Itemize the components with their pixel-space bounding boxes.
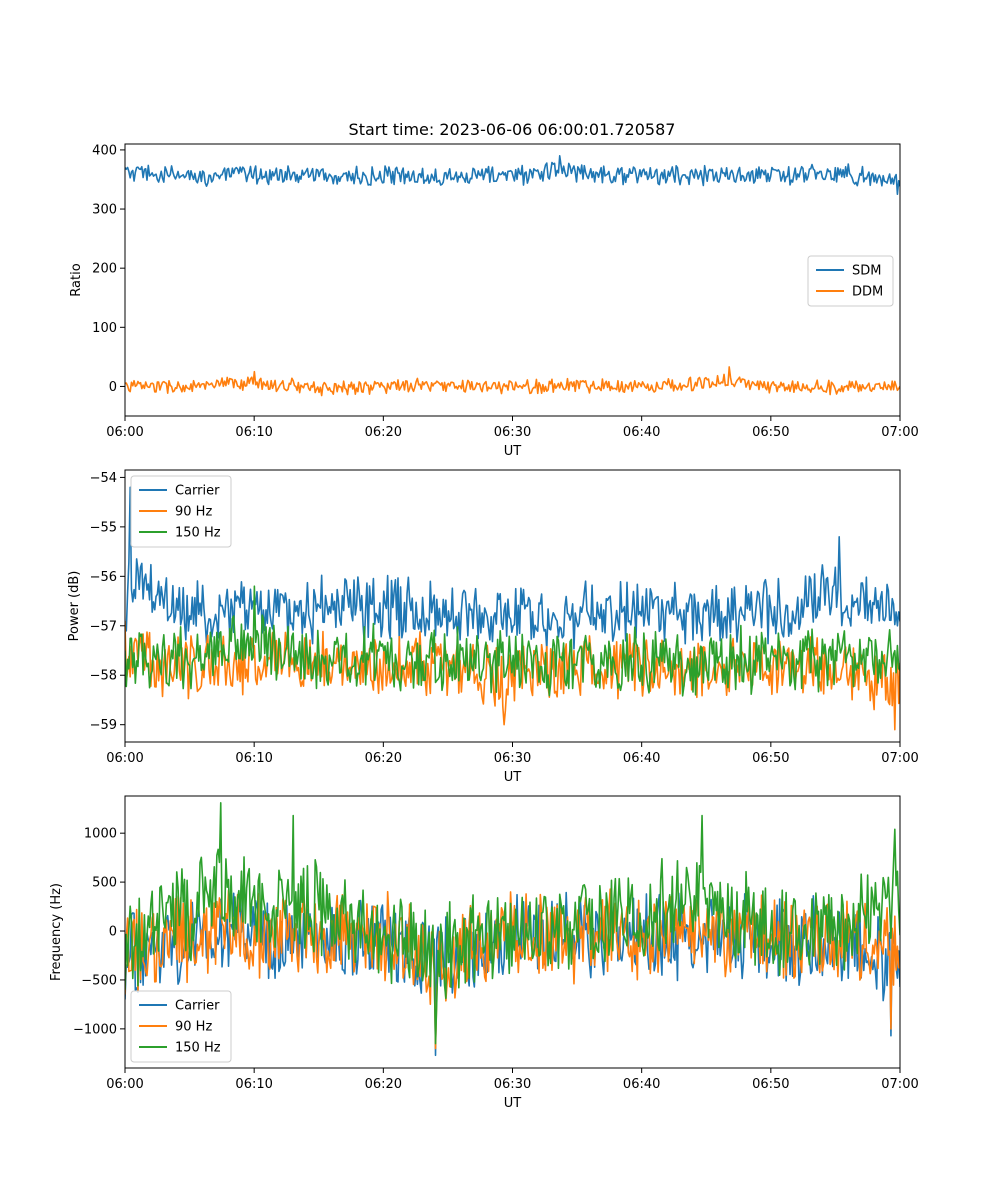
x-axis-label: UT [504, 1096, 522, 1111]
x-tick-label: 06:00 [106, 751, 143, 766]
x-tick-label: 06:50 [752, 1077, 789, 1092]
legend: Carrier 90 Hz 150 Hz [130, 990, 232, 1063]
x-tick-label: 06:00 [106, 1077, 143, 1092]
x-tick-label: 06:30 [494, 751, 531, 766]
x-axis-label: UT [504, 770, 522, 785]
legend-label: 90 Hz [175, 1020, 212, 1035]
x-tick-label: 06:20 [365, 751, 402, 766]
legend-label: 150 Hz [175, 526, 221, 541]
series-line-ddm [125, 366, 900, 397]
y-tick-label: −54 [90, 471, 117, 486]
y-tick-label: −1000 [73, 1022, 117, 1037]
x-tick-label: 07:00 [881, 751, 918, 766]
x-tick-label: 07:00 [881, 425, 918, 440]
x-tick-label: 06:00 [106, 425, 143, 440]
series-line-90-hz [125, 620, 900, 731]
x-tick-label: 06:40 [623, 1077, 660, 1092]
y-tick-label: 500 [92, 876, 117, 891]
series-group [125, 155, 900, 397]
y-axis-label: Power (dB) [67, 571, 82, 642]
x-tick-label: 06:20 [365, 425, 402, 440]
axes-frame [124, 469, 901, 743]
legend-label: DDM [852, 285, 883, 300]
y-tick-label: −59 [90, 718, 117, 733]
y-axis-label: Frequency (Hz) [49, 883, 64, 981]
series-group [125, 802, 900, 1057]
x-tick-label: 07:00 [881, 1077, 918, 1092]
x-axis-label: UT [504, 444, 522, 459]
x-tick-label: 06:40 [623, 425, 660, 440]
y-tick-label: 200 [92, 262, 117, 277]
x-tick-label: 06:40 [623, 751, 660, 766]
legend-label: Carrier [175, 999, 220, 1014]
plots: 06:00 06:10 06:20 06:30 06:40 06:50 07:00 0 100 2… [49, 143, 919, 1111]
axes-frame [124, 143, 901, 417]
series-line-150-hz [125, 585, 900, 697]
legend-box [130, 990, 232, 1063]
x-tick-label: 06:30 [494, 425, 531, 440]
figure-title: Start time: 2023-06-06 06:00:01.720587 [349, 120, 676, 139]
series-line-150-hz [125, 802, 900, 1045]
y-axis-label: Ratio [69, 263, 84, 296]
series-line-90-hz [125, 888, 900, 1050]
y-tick-label: 400 [92, 143, 117, 158]
y-tick-label: 1000 [84, 827, 117, 842]
legend-box [807, 255, 894, 307]
x-tick-label: 06:10 [235, 751, 272, 766]
x-tick-label: 06:50 [752, 751, 789, 766]
series-group [125, 486, 900, 731]
y-tick-label: 0 [109, 925, 117, 940]
legend-label: SDM [852, 264, 881, 279]
y-tick-label: −57 [90, 619, 117, 634]
chart-panel-2: 06:00 06:10 06:20 06:30 06:40 06:50 07:00 −59 −5… [67, 469, 919, 785]
legend-label: 150 Hz [175, 1041, 221, 1056]
y-tick-label: 0 [109, 380, 117, 395]
legend-label: Carrier [175, 484, 220, 499]
y-tick-label: −56 [90, 570, 117, 585]
y-tick-label: 100 [92, 321, 117, 336]
legend-label: 90 Hz [175, 505, 212, 520]
chart-panel-1: 06:00 06:10 06:20 06:30 06:40 06:50 07:00 0 100 2… [69, 143, 919, 459]
x-tick-label: 06:30 [494, 1077, 531, 1092]
y-tick-label: −58 [90, 669, 117, 684]
legend: Carrier 90 Hz 150 Hz [130, 475, 232, 548]
legend: SDM DDM [807, 255, 894, 307]
x-tick-label: 06:10 [235, 425, 272, 440]
y-tick-label: 300 [92, 203, 117, 218]
y-tick-label: −500 [81, 973, 117, 988]
chart-panel-3: 06:00 06:10 06:20 06:30 06:40 06:50 07:00 −1000… [49, 795, 919, 1111]
legend-box [130, 475, 232, 548]
x-tick-label: 06:20 [365, 1077, 402, 1092]
x-tick-label: 06:10 [235, 1077, 272, 1092]
x-tick-label: 06:50 [752, 425, 789, 440]
y-tick-label: −55 [90, 520, 117, 535]
series-line-sdm [125, 155, 900, 196]
